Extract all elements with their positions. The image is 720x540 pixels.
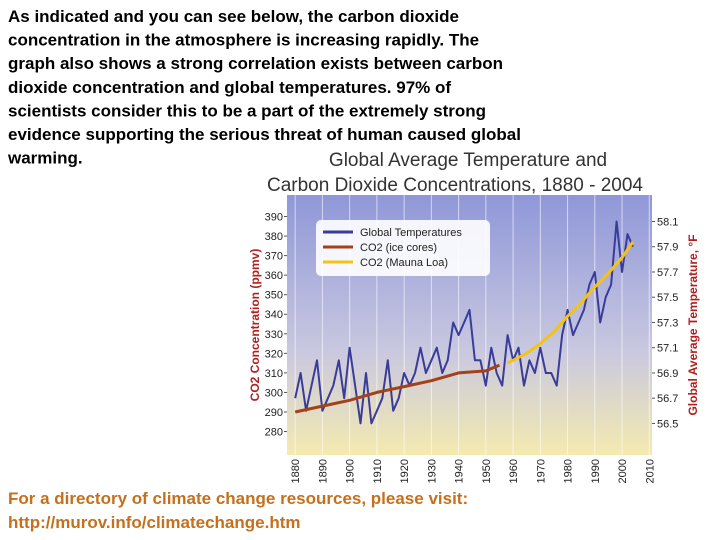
- y2-tick-label: 56.9: [657, 368, 678, 380]
- x-tick-label: 1890: [317, 459, 329, 483]
- chart-title: Global Average Temperature and: [329, 150, 607, 171]
- paragraph-line: concentration in the atmosphere is incre…: [8, 31, 479, 50]
- legend-box: [316, 220, 490, 276]
- y-tick-label: 320: [265, 348, 283, 360]
- x-tick-label: 2000: [617, 459, 629, 483]
- y-tick-label: 340: [265, 309, 283, 321]
- x-tick-label: 1930: [426, 459, 438, 483]
- chart-title: Carbon Dioxide Concentrations, 1880 - 20…: [267, 175, 643, 196]
- y2-tick-label: 57.3: [657, 317, 678, 329]
- y-tick-label: 310: [265, 368, 283, 380]
- y-tick-label: 290: [265, 407, 283, 419]
- series-line: [294, 363, 501, 414]
- x-tick-label: 1940: [454, 459, 466, 483]
- paragraph-line: evidence supporting the serious threat o…: [8, 125, 521, 144]
- series-line: [294, 220, 634, 425]
- series-line: [506, 241, 635, 365]
- y-tick-label: 380: [265, 231, 283, 243]
- y2-tick-label: 57.7: [657, 267, 678, 279]
- x-tick-label: 1920: [399, 459, 411, 483]
- legend-label: CO2 (Mauna Loa): [360, 257, 448, 269]
- x-tick-label: 1970: [535, 459, 547, 483]
- x-tick-label: 2010: [644, 459, 656, 483]
- y2-axis-label: Global Average Temperature, °F: [686, 234, 700, 415]
- legend-label: Global Temperatures: [360, 227, 462, 239]
- y-tick-label: 360: [265, 270, 283, 282]
- x-tick-label: 1950: [481, 459, 493, 483]
- footer-line: http://murov.info/climatechange.htm: [8, 513, 300, 532]
- y2-tick-label: 57.1: [657, 343, 678, 355]
- x-tick-label: 1980: [563, 459, 575, 483]
- y-tick-label: 280: [265, 427, 283, 439]
- y-tick-label: 300: [265, 387, 283, 399]
- y-tick-label: 350: [265, 290, 283, 302]
- y-tick-label: 370: [265, 251, 283, 263]
- footer-line: For a directory of climate change resour…: [8, 489, 468, 508]
- x-tick-label: 1960: [508, 459, 520, 483]
- y2-tick-label: 58.1: [657, 217, 678, 229]
- x-tick-label: 1880: [290, 459, 302, 483]
- paragraph-line: dioxide concentration and global tempera…: [8, 78, 451, 97]
- paragraph-line: graph also shows a strong correlation ex…: [8, 54, 503, 73]
- y-tick-label: 330: [265, 329, 283, 341]
- x-tick-label: 1990: [590, 459, 602, 483]
- x-tick-label: 1910: [372, 459, 384, 483]
- y-tick-label: 390: [265, 212, 283, 224]
- paragraph-line: As indicated and you can see below, the …: [8, 7, 459, 26]
- y2-tick-label: 57.9: [657, 242, 678, 254]
- paragraph-line: scientists consider this to be a part of…: [8, 101, 486, 120]
- legend-label: CO2 (ice cores): [360, 242, 437, 254]
- y-axis-label: CO2 Concentration (ppmv): [248, 249, 262, 402]
- y2-tick-label: 56.5: [657, 418, 678, 430]
- x-tick-label: 1900: [345, 459, 357, 483]
- y2-tick-label: 57.5: [657, 292, 678, 304]
- paragraph-line: warming.: [7, 149, 83, 168]
- y2-tick-label: 56.7: [657, 393, 678, 405]
